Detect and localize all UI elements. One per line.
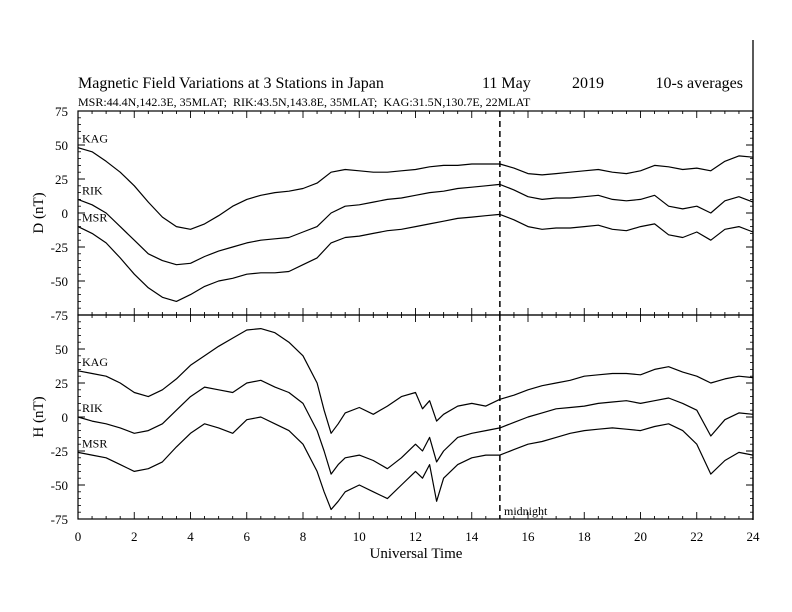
d-ytick-label: -25	[51, 240, 68, 255]
h-ytick-label: 25	[55, 376, 68, 391]
chart-year: 2019	[572, 75, 604, 92]
chart-averaging: 10-s averages	[655, 75, 743, 92]
d-ytick-label: 75	[55, 104, 68, 119]
xtick-label: 10	[353, 529, 366, 544]
xtick-label: 20	[634, 529, 647, 544]
xtick-label: 16	[522, 529, 536, 544]
d-ytick-label: 25	[55, 172, 68, 187]
d-ytick-label: 50	[55, 138, 68, 153]
d-panel-ylabel: D (nT)	[31, 192, 47, 233]
xtick-label: 22	[690, 529, 703, 544]
d-station-label-rik: RIK	[82, 183, 103, 197]
d-series-rik	[77, 183, 754, 266]
chart-date: 11 May	[482, 75, 531, 92]
xtick-label: 4	[187, 529, 194, 544]
d-panel-frame	[77, 110, 754, 316]
xtick-label: 2	[131, 529, 138, 544]
xtick-label: 18	[578, 529, 591, 544]
xtick-label: 14	[465, 529, 479, 544]
h-ytick-label: -25	[51, 444, 68, 459]
d-panel-ticks: 75 50 25 0 -25 -50 -75	[51, 104, 754, 323]
d-panel-series: KAG RIK MSR	[77, 132, 754, 302]
h-panel-frame	[77, 314, 754, 520]
x-axis-ticks: 0 2 4 6 8 10 12 14 16 18 20 22 24	[75, 529, 760, 544]
h-ytick-label: -50	[51, 478, 68, 493]
h-ytick-label: 0	[62, 410, 69, 425]
h-ytick-label: -75	[51, 512, 68, 527]
d-ytick-label: -50	[51, 274, 68, 289]
chart-subtitle: MSR:44.4N,142.3E, 35MLAT; RIK:43.5N,143.…	[78, 95, 531, 109]
h-station-label-rik: RIK	[82, 401, 103, 415]
h-ytick-label: 50	[55, 342, 68, 357]
h-panel-ylabel: H (nT)	[31, 396, 47, 437]
xtick-label: 0	[75, 529, 82, 544]
d-ytick-label: -75	[51, 308, 68, 323]
midnight-label: midnight	[504, 504, 548, 518]
xtick-label: 12	[409, 529, 422, 544]
h-panel-series: KAG RIK MSR	[77, 328, 754, 511]
d-ytick-label: 0	[62, 206, 69, 221]
h-series-msr	[77, 416, 754, 511]
d-station-label-kag: KAG	[82, 132, 108, 146]
x-axis-label: Universal Time	[370, 546, 463, 562]
d-series-msr	[77, 213, 754, 302]
chart-title: Magnetic Field Variations at 3 Stations …	[78, 75, 384, 92]
h-panel-ticks: 50 25 0 -25 -50 -75	[51, 315, 754, 527]
xtick-label: 6	[244, 529, 251, 544]
h-station-label-msr: MSR	[82, 436, 107, 450]
d-series-kag	[77, 147, 754, 230]
xtick-label: 8	[300, 529, 307, 544]
h-station-label-kag: KAG	[82, 355, 108, 369]
h-series-rik	[77, 379, 754, 475]
xtick-label: 24	[747, 529, 761, 544]
h-series-kag	[77, 328, 754, 434]
d-station-label-msr: MSR	[82, 211, 107, 225]
